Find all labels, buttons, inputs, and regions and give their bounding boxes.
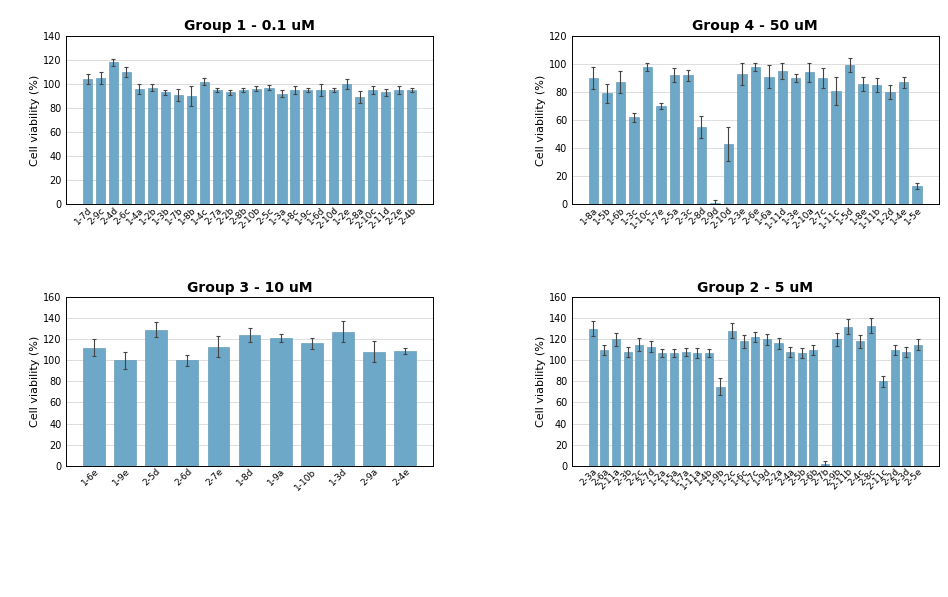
Bar [83, 347, 105, 466]
Bar [589, 78, 598, 204]
Bar [624, 352, 631, 466]
Bar [176, 361, 198, 466]
Bar [658, 353, 666, 466]
Bar [589, 329, 597, 466]
Bar [818, 78, 828, 204]
Bar [368, 90, 377, 204]
Bar [797, 353, 806, 466]
Bar [329, 90, 338, 204]
Bar [810, 350, 817, 466]
Bar [122, 72, 131, 204]
Title: Group 4 - 50 uM: Group 4 - 50 uM [692, 19, 818, 33]
Bar [96, 78, 105, 204]
Bar [629, 117, 639, 204]
Bar [332, 332, 354, 466]
Y-axis label: Cell viability (%): Cell viability (%) [30, 336, 40, 427]
Bar [148, 88, 157, 204]
Bar [791, 78, 800, 204]
Bar [777, 71, 787, 204]
Bar [239, 90, 247, 204]
Bar [109, 62, 118, 204]
Bar [693, 353, 702, 466]
Bar [859, 84, 868, 204]
Bar [914, 344, 921, 466]
Bar [270, 338, 292, 466]
Title: Group 1 - 0.1 uM: Group 1 - 0.1 uM [184, 19, 315, 33]
Y-axis label: Cell viability (%): Cell viability (%) [536, 75, 546, 166]
Bar [212, 90, 222, 204]
Bar [723, 144, 733, 204]
Bar [394, 351, 416, 466]
Bar [208, 347, 229, 466]
Bar [301, 343, 322, 466]
Bar [805, 72, 814, 204]
Bar [635, 344, 644, 466]
Bar [885, 92, 895, 204]
Bar [832, 339, 841, 466]
Bar [303, 90, 313, 204]
Bar [902, 352, 910, 466]
Bar [145, 330, 167, 466]
Bar [751, 67, 760, 204]
Bar [670, 353, 678, 466]
Bar [290, 90, 300, 204]
Y-axis label: Cell viability (%): Cell viability (%) [536, 336, 546, 427]
Bar [912, 186, 921, 204]
Bar [161, 93, 170, 204]
Bar [856, 341, 864, 466]
Bar [831, 91, 841, 204]
Bar [342, 84, 352, 204]
Bar [710, 203, 720, 204]
Bar [704, 353, 713, 466]
Bar [363, 352, 385, 466]
Bar [83, 79, 92, 204]
Bar [786, 352, 794, 466]
Bar [717, 387, 724, 466]
Bar [647, 347, 655, 466]
Bar [669, 75, 679, 204]
Bar [867, 325, 875, 466]
Bar [173, 95, 183, 204]
Bar [890, 350, 899, 466]
Title: Group 3 - 10 uM: Group 3 - 10 uM [187, 281, 312, 294]
Bar [114, 361, 136, 466]
Bar [751, 337, 759, 466]
Bar [226, 93, 235, 204]
Bar [394, 90, 403, 204]
Bar [356, 97, 364, 204]
Bar [381, 93, 391, 204]
Bar [763, 339, 771, 466]
Bar [728, 331, 737, 466]
Bar [899, 82, 908, 204]
Bar [643, 67, 652, 204]
Bar [602, 93, 611, 204]
Bar [821, 463, 829, 466]
Bar [775, 343, 782, 466]
Y-axis label: Cell viability (%): Cell viability (%) [30, 75, 40, 166]
Bar [656, 106, 665, 204]
Bar [738, 74, 746, 204]
Bar [682, 352, 690, 466]
Bar [239, 335, 261, 466]
Bar [764, 76, 774, 204]
Bar [251, 89, 261, 204]
Bar [278, 94, 286, 204]
Bar [739, 341, 748, 466]
Bar [684, 75, 693, 204]
Bar [187, 96, 196, 204]
Bar [697, 127, 706, 204]
Bar [844, 327, 852, 466]
Bar [200, 82, 209, 204]
Bar [600, 350, 609, 466]
Bar [264, 88, 274, 204]
Bar [615, 82, 625, 204]
Bar [407, 90, 416, 204]
Bar [845, 65, 854, 204]
Title: Group 2 - 5 uM: Group 2 - 5 uM [698, 281, 813, 294]
Bar [879, 381, 887, 466]
Bar [872, 85, 882, 204]
Bar [135, 89, 144, 204]
Bar [612, 339, 620, 466]
Bar [317, 90, 325, 204]
